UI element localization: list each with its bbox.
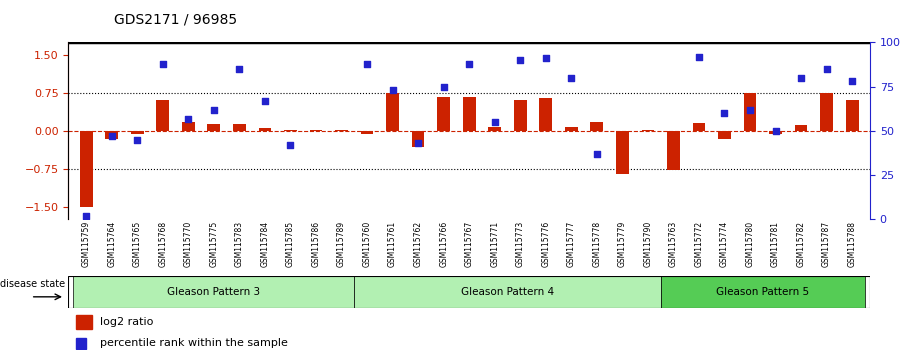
Bar [565, 127, 578, 131]
Bar [660, 276, 865, 308]
Point [283, 142, 298, 148]
Point [462, 61, 476, 67]
Bar [131, 131, 144, 133]
Text: GSM115789: GSM115789 [337, 221, 346, 267]
Text: GSM115770: GSM115770 [184, 221, 193, 267]
Text: GSM115772: GSM115772 [694, 221, 703, 267]
Text: GSM115774: GSM115774 [720, 221, 729, 267]
Text: GSM115767: GSM115767 [465, 221, 474, 267]
Point [385, 87, 400, 93]
Point [589, 151, 604, 157]
Text: GSM115759: GSM115759 [82, 221, 91, 267]
Point [258, 98, 272, 104]
Bar [412, 131, 425, 147]
Text: GSM115765: GSM115765 [133, 221, 142, 267]
Text: GDS2171 / 96985: GDS2171 / 96985 [114, 12, 237, 27]
Text: Gleason Pattern 5: Gleason Pattern 5 [716, 287, 809, 297]
Text: GSM115781: GSM115781 [771, 221, 780, 267]
Text: Gleason Pattern 4: Gleason Pattern 4 [461, 287, 554, 297]
Point [487, 119, 502, 125]
Text: Gleason Pattern 3: Gleason Pattern 3 [168, 287, 261, 297]
Text: GSM115776: GSM115776 [541, 221, 550, 267]
Point [691, 54, 706, 59]
Bar [616, 131, 629, 174]
Point [360, 61, 374, 67]
Bar [743, 92, 756, 131]
Bar [539, 98, 552, 131]
Text: GSM115773: GSM115773 [516, 221, 525, 267]
Point [130, 137, 145, 143]
Bar [769, 131, 782, 133]
Point [717, 110, 732, 116]
Text: GSM115764: GSM115764 [107, 221, 117, 267]
Point [411, 141, 425, 146]
Text: GSM115783: GSM115783 [235, 221, 244, 267]
Point [156, 61, 170, 67]
Point [819, 66, 834, 72]
Text: GSM115777: GSM115777 [567, 221, 576, 267]
Text: GSM115775: GSM115775 [210, 221, 219, 267]
Bar [208, 124, 220, 131]
Bar [641, 130, 654, 131]
Text: GSM115782: GSM115782 [796, 221, 805, 267]
Point [436, 84, 451, 90]
Bar [106, 131, 118, 138]
Bar [77, 315, 92, 329]
Text: GSM115780: GSM115780 [745, 221, 754, 267]
Bar [845, 99, 858, 131]
Bar [488, 127, 501, 131]
Bar [667, 131, 680, 170]
Bar [514, 99, 527, 131]
Point [513, 57, 527, 63]
Bar [794, 125, 807, 131]
Bar [718, 131, 731, 138]
Text: disease state: disease state [0, 279, 65, 289]
Bar [361, 131, 374, 133]
Bar [74, 276, 354, 308]
Bar [284, 130, 297, 131]
Text: GSM115784: GSM115784 [261, 221, 270, 267]
Text: GSM115788: GSM115788 [847, 221, 856, 267]
Point [538, 56, 553, 61]
Text: GSM115787: GSM115787 [822, 221, 831, 267]
Point [181, 116, 196, 121]
Bar [77, 338, 87, 348]
Text: GSM115771: GSM115771 [490, 221, 499, 267]
Point [742, 107, 757, 113]
Point [105, 133, 119, 139]
Point [564, 75, 578, 81]
Bar [692, 124, 705, 131]
Bar [354, 276, 660, 308]
Text: GSM115760: GSM115760 [363, 221, 372, 267]
Text: GSM115762: GSM115762 [414, 221, 423, 267]
Text: GSM115778: GSM115778 [592, 221, 601, 267]
Point [844, 79, 859, 84]
Text: GSM115763: GSM115763 [669, 221, 678, 267]
Bar [820, 92, 833, 131]
Text: GSM115779: GSM115779 [618, 221, 627, 267]
Bar [182, 122, 195, 131]
Point [79, 213, 94, 219]
Bar [590, 122, 603, 131]
Point [793, 75, 808, 81]
Bar [463, 97, 476, 131]
Bar [233, 124, 246, 131]
Text: GSM115761: GSM115761 [388, 221, 397, 267]
Bar [386, 92, 399, 131]
Text: GSM115766: GSM115766 [439, 221, 448, 267]
Text: log2 ratio: log2 ratio [100, 318, 154, 327]
Bar [80, 131, 93, 207]
Text: GSM115786: GSM115786 [312, 221, 321, 267]
Point [207, 107, 221, 113]
Point [232, 66, 247, 72]
Bar [157, 99, 169, 131]
Point [768, 128, 783, 134]
Bar [259, 129, 271, 131]
Text: GSM115790: GSM115790 [643, 221, 652, 267]
Bar [437, 97, 450, 131]
Text: percentile rank within the sample: percentile rank within the sample [100, 338, 288, 348]
Text: GSM115785: GSM115785 [286, 221, 295, 267]
Text: GSM115768: GSM115768 [159, 221, 168, 267]
